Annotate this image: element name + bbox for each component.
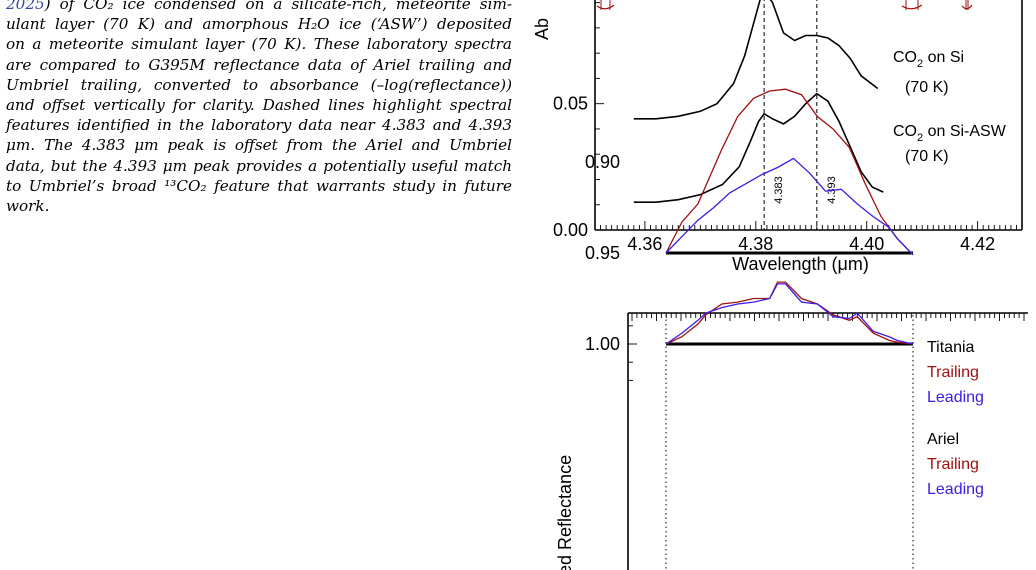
caption-line: to Umbriel’s broad ¹³CO₂ feature that wa… xyxy=(6,176,512,196)
caption-line: Umbriel trailing, converted to absorbanc… xyxy=(6,75,512,95)
legend-label: Ariel xyxy=(927,431,959,448)
caption-line: on a meteorite simulant layer (70 K). Th… xyxy=(6,34,512,54)
caption-line: features identified in the laboratory da… xyxy=(6,115,512,135)
reflectance-chart: 1.00 0.95 0.90 ed Reflectance Titania Trailin… xyxy=(555,88,1028,570)
legend-label: Leading xyxy=(927,481,984,498)
legend-label: Trailing xyxy=(927,456,979,473)
offscreen-red-errorbar xyxy=(600,0,611,10)
offscreen-red-series-fragment xyxy=(596,4,615,10)
caption-line: work. xyxy=(6,196,512,216)
y-tick-label: 0.95 xyxy=(585,243,620,263)
absorbance-chart: 4.36 4.38 4.40 4.42 0.00 0.05 Wavelength (μm) A… xyxy=(532,0,1023,274)
y-tick-label: 1.00 xyxy=(585,334,620,354)
series-line-2 xyxy=(665,281,914,345)
legend-label: Titania xyxy=(927,339,975,356)
series-annotation-temperature: (70 K) xyxy=(905,79,949,96)
offscreen-red-errorbar xyxy=(965,0,969,10)
x-tick-label: 4.40 xyxy=(849,234,884,254)
caption-line: are compared to G395M reflectance data o… xyxy=(6,55,512,75)
caption-line: ulant layer (70 K) and amorphous H₂O ice… xyxy=(6,14,512,34)
caption-line: data, but the 4.393 μm peak provides a p… xyxy=(6,156,512,176)
y-axis-label: Ab xyxy=(532,18,552,40)
legend-label: Leading xyxy=(927,389,984,406)
x-tick-label: 4.36 xyxy=(627,234,662,254)
series-line-2 xyxy=(633,92,884,203)
caption-text: to Umbriel’s broad ¹³CO₂ feature that wa… xyxy=(6,176,512,195)
caption-line: μm. The 4.383 μm peak is offset from the… xyxy=(6,135,512,155)
caption-text: are compared to G395M reflectance data o… xyxy=(6,55,512,74)
caption-text: μm. The 4.383 μm peak is offset from the… xyxy=(6,136,512,155)
caption-text: and offset vertically for clarity. Dashe… xyxy=(6,96,512,115)
offscreen-red-series-fragment xyxy=(901,4,923,10)
caption-line: 2025) of CO₂ ice condensed on a silicate… xyxy=(6,0,512,14)
series-annotation-label: CO2 on Si-ASW xyxy=(893,123,1007,144)
y-tick-label: 0.05 xyxy=(553,94,588,114)
offscreen-red-series-fragment xyxy=(961,4,973,10)
caption-text: Umbriel trailing, converted to absorbanc… xyxy=(6,75,512,94)
series-line-6 xyxy=(665,157,914,256)
caption-text: data, but the 4.393 μm peak provides a p… xyxy=(6,156,512,175)
series-line-5 xyxy=(665,88,914,256)
y-axis-label: ed Reflectance xyxy=(555,455,575,570)
series-line-3 xyxy=(665,283,914,345)
x-axis-label: Wavelength (μm) xyxy=(732,254,869,274)
x-tick-label: 4.42 xyxy=(960,234,995,254)
caption-citation-link[interactable]: 2025 xyxy=(6,0,45,13)
caption-text: work. xyxy=(6,197,50,216)
caption-line: and offset vertically for clarity. Dashe… xyxy=(6,95,512,115)
y-tick-label: 0.90 xyxy=(585,152,620,172)
series-line-1 xyxy=(633,0,879,120)
caption-text: features identified in the laboratory da… xyxy=(6,116,512,135)
reference-line-label: 4.383 xyxy=(773,176,785,204)
caption-text: on a meteorite simulant layer (70 K). Th… xyxy=(6,35,512,54)
caption-text: ) of CO₂ ice condensed on a silicate-ric… xyxy=(44,0,512,13)
series-annotation-label: CO2 on Si xyxy=(893,49,964,70)
caption-text: ulant layer (70 K) and amorphous H₂O ice… xyxy=(6,15,512,34)
x-tick-label: 4.38 xyxy=(738,234,773,254)
offscreen-red-errorbar xyxy=(905,0,919,10)
series-annotation-temperature: (70 K) xyxy=(905,148,949,165)
y-tick-label: 0.00 xyxy=(553,220,588,240)
figure-caption: 2025) of CO₂ ice condensed on a silicate… xyxy=(6,0,512,216)
legend-label: Trailing xyxy=(927,364,979,381)
